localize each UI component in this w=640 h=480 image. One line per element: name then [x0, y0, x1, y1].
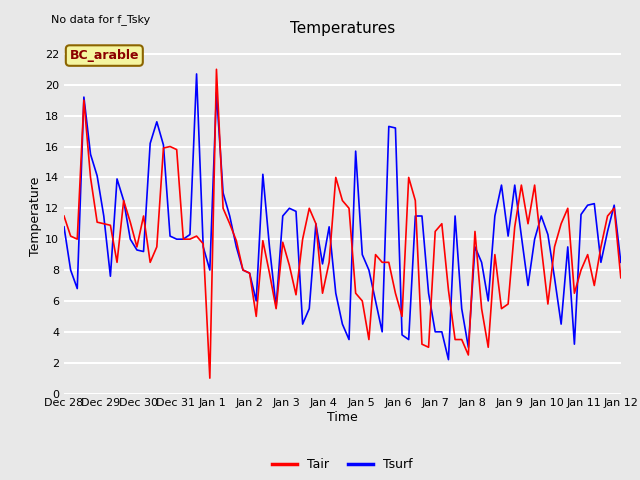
- X-axis label: Time: Time: [327, 411, 358, 424]
- Text: No data for f_Tsky: No data for f_Tsky: [51, 14, 150, 25]
- Text: BC_arable: BC_arable: [70, 49, 139, 62]
- Y-axis label: Temperature: Temperature: [29, 176, 42, 256]
- Title: Temperatures: Temperatures: [290, 21, 395, 36]
- Legend: Tair, Tsurf: Tair, Tsurf: [268, 453, 417, 476]
